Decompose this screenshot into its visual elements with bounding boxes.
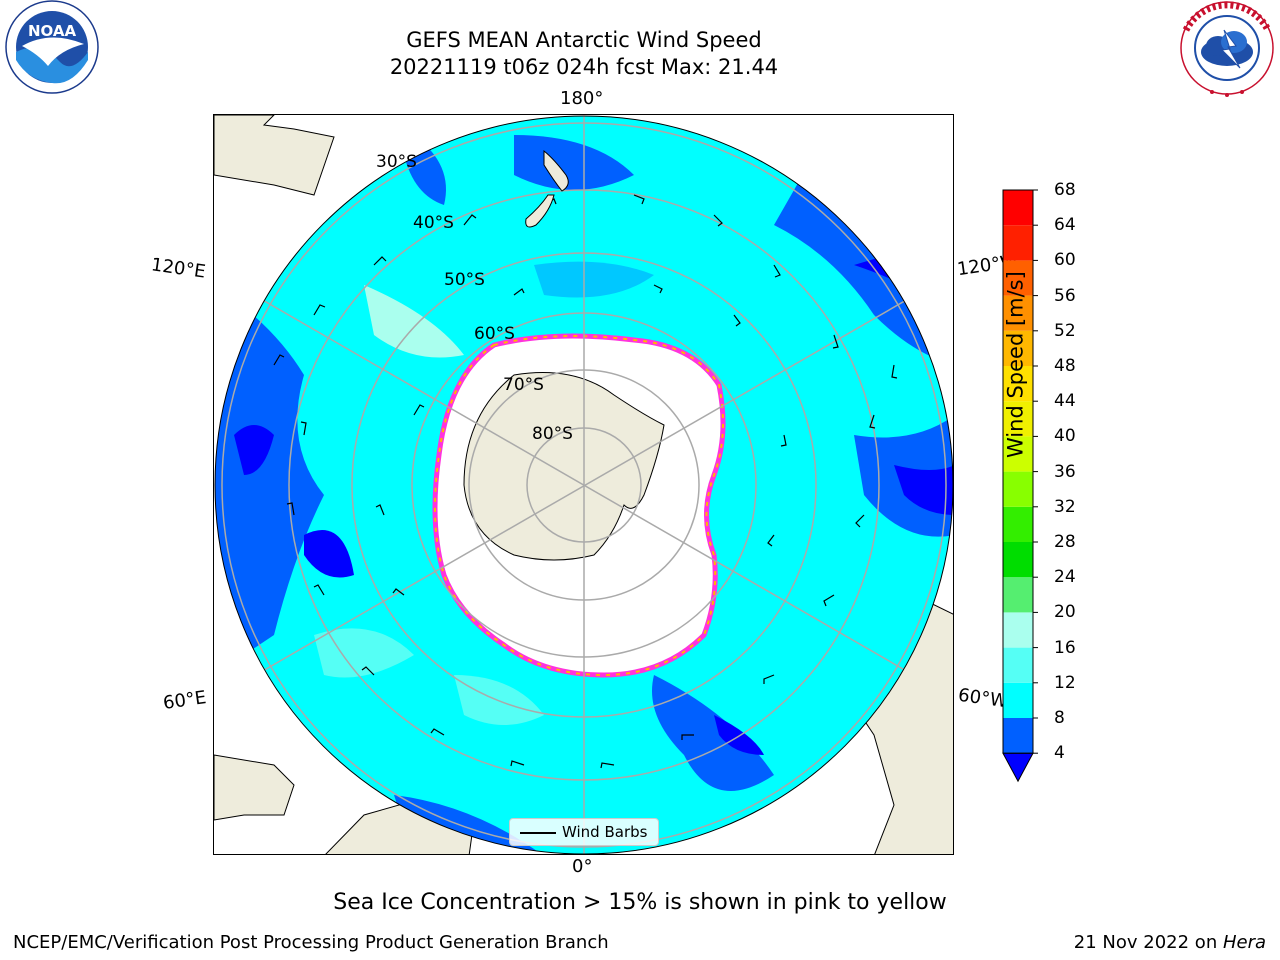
colorbar-under-extension [1002, 752, 1034, 783]
colorbar-segment [1003, 718, 1033, 754]
new-zealand-land [543, 149, 569, 192]
colorbar [1000, 187, 1040, 791]
colorbar-tick-label: 8 [1054, 708, 1065, 728]
colorbar-tick-label: 4 [1054, 743, 1065, 764]
colorbar-segment [1003, 295, 1033, 331]
colorbar-segment [1003, 330, 1033, 366]
legend-label: Wind Barbs [562, 823, 648, 841]
colorbar-segment [1003, 260, 1033, 296]
colorbar-tick-label: 16 [1054, 637, 1076, 658]
chart-title: GEFS MEAN Antarctic Wind Speed [406, 28, 762, 52]
wind-barb-legend-line [520, 832, 556, 834]
colorbar-tick-label: 40 [1054, 426, 1076, 447]
colorbar-tick-label: 44 [1054, 391, 1076, 412]
chart-subtitle-run: 20221119 t06z 024h fcst Max: 21.44 [389, 55, 779, 79]
lat-label-80s: 80°S [532, 424, 573, 444]
colorbar-segment [1003, 225, 1033, 261]
sea-ice-note: Sea Ice Concentration > 15% is shown in … [333, 890, 947, 915]
date-text: 21 Nov 2022 on [1073, 932, 1223, 953]
noaa-logo-icon: NOAA [0, 0, 104, 104]
colorbar-label: Wind Speed [m/s] [1003, 271, 1028, 458]
date-line: 21 Nov 2022 on Hera [1074, 932, 1266, 953]
colorbar-tick-label: 56 [1054, 285, 1076, 306]
colorbar-segment [1003, 366, 1033, 402]
new-zealand-land [525, 194, 555, 228]
colorbar-segment [1003, 436, 1033, 472]
colorbar-tick-label: 24 [1054, 567, 1076, 588]
longitude-gridlines [215, 116, 953, 854]
svg-text:NOAA: NOAA [28, 22, 77, 40]
lon-label-60e: 60°E [161, 687, 208, 714]
colorbar-tick-label: 12 [1054, 672, 1076, 693]
land-patch [214, 115, 335, 196]
land-patch [214, 754, 295, 821]
antarctica-land [463, 372, 665, 561]
lat-label-50s: 50°S [444, 270, 485, 290]
lat-label-70s: 70°S [503, 375, 544, 395]
colorbar-tick-label: 68 [1054, 180, 1076, 200]
lon-label-180: 180° [560, 88, 604, 109]
colorbar-tick-label: 64 [1054, 215, 1076, 236]
colorbar-tick-label: 52 [1054, 320, 1076, 341]
colorbar-segment [1003, 577, 1033, 613]
wind-speed-map [214, 115, 953, 854]
map-panel [213, 114, 954, 855]
colorbar-segment [1003, 190, 1033, 226]
colorbar-tick-label: 28 [1054, 532, 1076, 552]
lat-label-60s: 60°S [474, 324, 515, 344]
lat-label-30s: 30°S [376, 152, 417, 172]
lat-label-40s: 40°S [413, 213, 454, 233]
colorbar-tick-label: 32 [1054, 496, 1076, 517]
map-legend: Wind Barbs [509, 818, 659, 846]
host-name: Hera [1222, 932, 1266, 953]
colorbar-segment [1003, 682, 1033, 718]
colorbar-segment [1003, 647, 1033, 683]
nws-logo-icon [1174, 0, 1280, 104]
colorbar-segment [1003, 471, 1033, 507]
colorbar-scale [1002, 189, 1038, 783]
colorbar-tick-label: 60 [1054, 250, 1076, 271]
lon-label-120e: 120°E [149, 254, 207, 283]
colorbar-tick-label: 48 [1054, 356, 1076, 376]
colorbar-tick-label: 36 [1054, 461, 1076, 482]
colorbar-segment [1003, 401, 1033, 437]
colorbar-segment [1003, 542, 1033, 578]
colorbar-tick-label: 20 [1054, 602, 1076, 623]
colorbar-segment [1003, 612, 1033, 648]
lon-label-0: 0° [572, 856, 593, 877]
credit-line: NCEP/EMC/Verification Post Processing Pr… [13, 932, 609, 953]
wind-barbs [273, 194, 898, 769]
colorbar-segment [1003, 506, 1033, 542]
